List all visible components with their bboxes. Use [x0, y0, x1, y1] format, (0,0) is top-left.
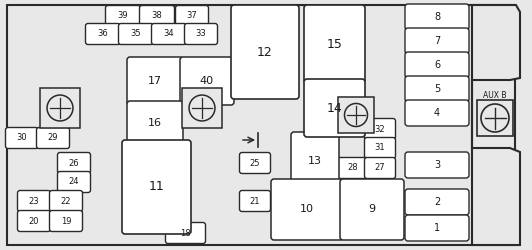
FancyBboxPatch shape [405, 28, 469, 54]
FancyBboxPatch shape [405, 76, 469, 102]
Circle shape [47, 95, 73, 121]
FancyBboxPatch shape [180, 57, 234, 105]
Text: 32: 32 [375, 124, 385, 134]
Text: 6: 6 [434, 60, 440, 70]
FancyBboxPatch shape [105, 6, 140, 26]
Text: 9: 9 [369, 204, 376, 214]
Circle shape [189, 95, 215, 121]
Bar [40, 88, 80, 128]
Text: 23: 23 [29, 196, 39, 205]
FancyBboxPatch shape [37, 128, 70, 148]
Text: 27: 27 [375, 164, 385, 172]
Text: 36: 36 [98, 30, 109, 38]
Text: 14: 14 [327, 102, 343, 114]
Text: 11: 11 [148, 180, 164, 194]
Text: 21: 21 [250, 196, 260, 205]
Polygon shape [8, 5, 515, 245]
FancyBboxPatch shape [49, 210, 82, 232]
FancyBboxPatch shape [231, 5, 299, 99]
Text: 1: 1 [434, 223, 440, 233]
Text: 10: 10 [300, 204, 314, 214]
FancyBboxPatch shape [185, 24, 218, 44]
FancyBboxPatch shape [122, 140, 191, 234]
Text: 37: 37 [187, 12, 197, 20]
FancyBboxPatch shape [405, 152, 469, 178]
Text: 30: 30 [16, 134, 27, 142]
FancyBboxPatch shape [364, 158, 395, 178]
Bar [182, 88, 222, 128]
Text: 8: 8 [434, 12, 440, 22]
FancyBboxPatch shape [239, 152, 270, 174]
FancyBboxPatch shape [239, 190, 270, 212]
FancyBboxPatch shape [57, 152, 90, 174]
FancyBboxPatch shape [165, 222, 205, 244]
Text: 29: 29 [48, 134, 58, 142]
FancyBboxPatch shape [86, 24, 121, 44]
FancyBboxPatch shape [405, 215, 469, 241]
FancyBboxPatch shape [127, 57, 183, 105]
FancyBboxPatch shape [291, 132, 339, 190]
Text: 20: 20 [29, 216, 39, 226]
Text: 38: 38 [152, 12, 162, 20]
FancyBboxPatch shape [176, 6, 209, 26]
Text: 2: 2 [434, 197, 440, 207]
Text: 16: 16 [148, 118, 162, 128]
Text: 35: 35 [131, 30, 142, 38]
FancyBboxPatch shape [405, 52, 469, 78]
Text: 18: 18 [180, 228, 191, 237]
Text: 13: 13 [308, 156, 322, 166]
FancyBboxPatch shape [127, 101, 183, 145]
Text: 12: 12 [257, 46, 273, 59]
FancyBboxPatch shape [340, 179, 404, 240]
FancyBboxPatch shape [139, 6, 174, 26]
FancyBboxPatch shape [18, 210, 51, 232]
Circle shape [481, 104, 509, 132]
FancyBboxPatch shape [405, 100, 469, 126]
FancyBboxPatch shape [57, 172, 90, 192]
Text: 24: 24 [69, 178, 79, 186]
Text: 19: 19 [61, 216, 71, 226]
Text: 17: 17 [148, 76, 162, 86]
FancyBboxPatch shape [271, 179, 343, 240]
Text: 4: 4 [434, 108, 440, 118]
FancyBboxPatch shape [304, 79, 365, 137]
Text: 3: 3 [434, 160, 440, 170]
Text: 39: 39 [118, 12, 128, 20]
Polygon shape [472, 5, 520, 245]
FancyBboxPatch shape [304, 5, 365, 83]
Bar [477, 100, 513, 136]
Text: 25: 25 [250, 158, 260, 168]
Text: 31: 31 [375, 144, 385, 152]
Text: 33: 33 [196, 30, 206, 38]
FancyBboxPatch shape [364, 138, 395, 158]
FancyBboxPatch shape [364, 118, 395, 140]
Text: 5: 5 [434, 84, 440, 94]
FancyBboxPatch shape [119, 24, 154, 44]
Text: 28: 28 [348, 164, 359, 172]
FancyBboxPatch shape [405, 4, 469, 30]
Text: 40: 40 [200, 76, 214, 86]
FancyBboxPatch shape [5, 128, 38, 148]
FancyBboxPatch shape [49, 190, 82, 212]
Text: 22: 22 [61, 196, 71, 205]
Circle shape [345, 104, 368, 126]
FancyBboxPatch shape [405, 189, 469, 215]
FancyBboxPatch shape [18, 190, 51, 212]
Text: 15: 15 [327, 38, 343, 51]
Bar [338, 98, 373, 132]
Text: AUX B: AUX B [483, 91, 507, 100]
FancyBboxPatch shape [337, 158, 369, 178]
Text: 7: 7 [434, 36, 440, 46]
Text: 34: 34 [164, 30, 174, 38]
Text: 26: 26 [69, 158, 79, 168]
FancyBboxPatch shape [152, 24, 187, 44]
